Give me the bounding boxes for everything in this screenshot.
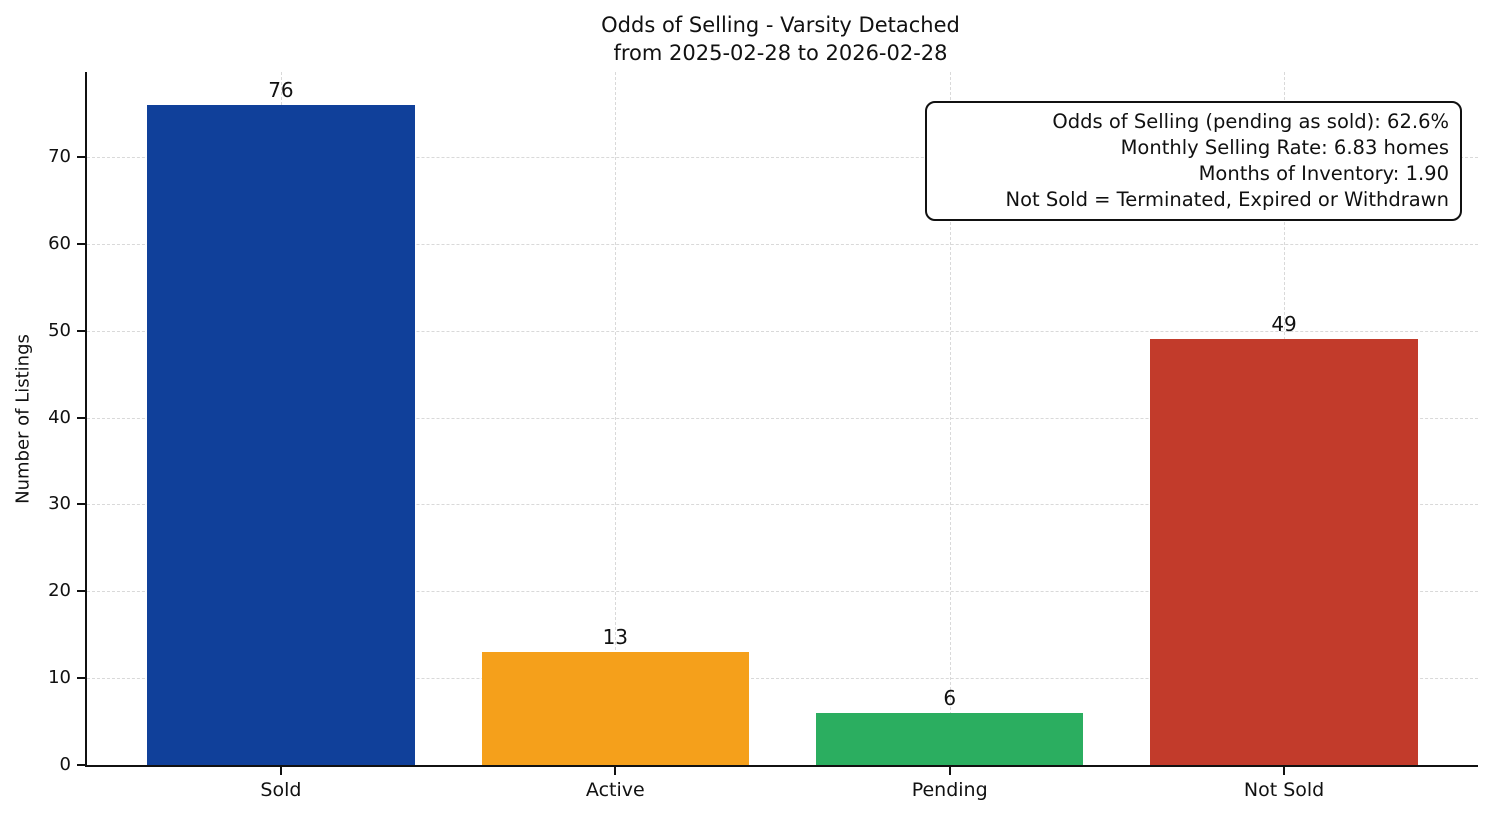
y-tick-label: 10 [48, 667, 71, 689]
x-tick-mark [1283, 767, 1286, 775]
annotation-line-notsold: Not Sold = Terminated, Expired or Withdr… [1005, 188, 1449, 211]
bar-sold [147, 105, 415, 765]
annotation-line-rate: Monthly Selling Rate: 6.83 homes [1120, 136, 1449, 159]
x-tick-mark [948, 767, 951, 775]
chart-title-line2: from 2025-02-28 to 2026-02-28 [613, 41, 948, 65]
y-tick-label: 20 [48, 580, 71, 602]
x-tick-mark [279, 767, 282, 775]
bar-pending [815, 712, 1084, 765]
x-tick-label: Active [585, 779, 645, 801]
annotation-line-odds: Odds of Selling (pending as sold): 62.6% [1052, 110, 1449, 133]
y-tick-mark [77, 503, 85, 506]
y-tick-mark [77, 416, 85, 419]
bar-value-label: 6 [943, 685, 957, 710]
bar-value-label: 76 [268, 78, 294, 102]
y-gridline [87, 417, 1478, 419]
bar-not-sold [1150, 339, 1418, 765]
y-tick-label: 0 [59, 754, 71, 775]
y-gridline [87, 330, 1478, 332]
stats-annotation-box: Odds of Selling (pending as sold): 62.6%… [925, 101, 1462, 221]
chart-title: Odds of Selling - Varsity Detached from … [85, 11, 1476, 67]
x-tick-label: Sold [260, 779, 302, 801]
y-gridline [87, 157, 1478, 159]
x-tick-mark [614, 767, 617, 775]
annotation-line-inventory: Months of Inventory: 1.90 [1198, 162, 1449, 185]
y-gridline [87, 678, 1478, 680]
y-tick-mark [77, 764, 85, 766]
y-tick-label: 40 [48, 406, 71, 428]
y-tick-mark [77, 329, 85, 332]
y-tick-mark [77, 156, 85, 159]
plot-area: 76 13 6 49 [85, 72, 1478, 767]
chart-title-line1: Odds of Selling - Varsity Detached [601, 13, 960, 37]
x-gridline [615, 72, 617, 765]
x-tick-label: Pending [911, 779, 988, 801]
bar-value-label: 49 [1271, 312, 1297, 337]
y-gridline [87, 243, 1478, 245]
y-tick-mark [77, 242, 85, 245]
y-gridline [87, 504, 1478, 506]
x-gridline [949, 72, 951, 765]
x-tick-label: Not Sold [1243, 779, 1325, 801]
y-gridline [87, 591, 1478, 593]
y-tick-mark [77, 590, 85, 593]
y-tick-label: 30 [48, 493, 71, 515]
bar-active [481, 652, 750, 765]
bar-value-label: 13 [602, 625, 629, 650]
y-tick-label: 50 [48, 319, 71, 341]
y-tick-label: 70 [48, 146, 71, 168]
y-tick-mark [77, 677, 85, 680]
y-tick-label: 60 [48, 232, 71, 254]
